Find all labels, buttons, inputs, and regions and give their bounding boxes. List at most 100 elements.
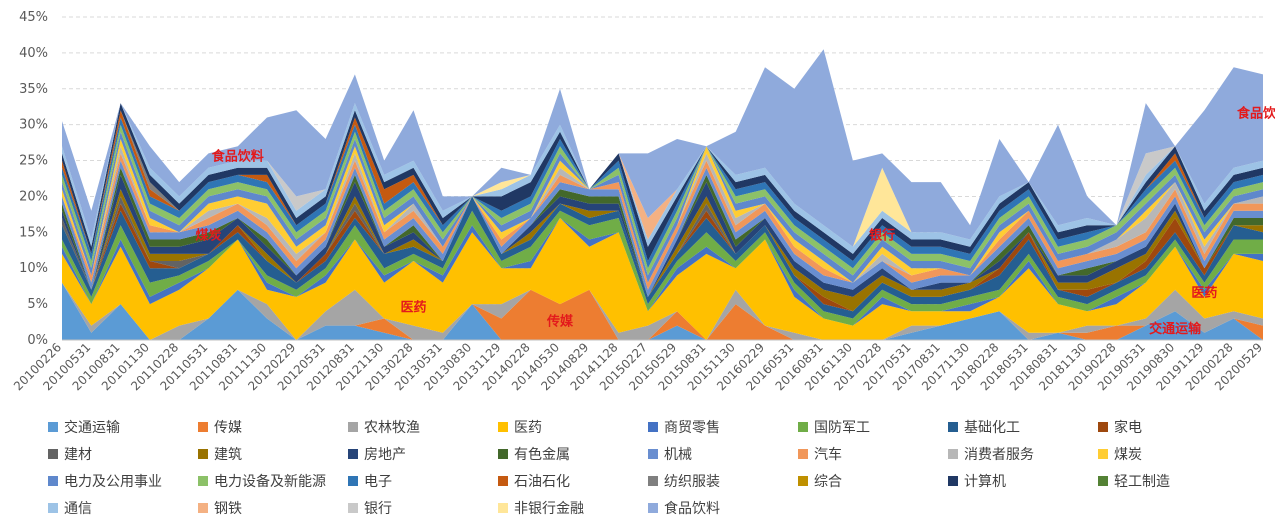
- legend-label: 食品饮料: [664, 500, 720, 517]
- annotation-label: 银行: [869, 228, 895, 244]
- legend-swatch: [498, 475, 508, 486]
- y-axis: 0% 5% 10% 15% 20% 25% 30% 35% 40% 45%: [19, 10, 48, 348]
- area-series-22: [62, 103, 1263, 261]
- legend-label: 建筑: [214, 446, 242, 463]
- legend-swatch: [498, 502, 508, 513]
- legend-swatch: [1098, 475, 1108, 486]
- legend-label: 基础化工: [964, 419, 1020, 436]
- area-series-layer: [62, 49, 1263, 340]
- area-series-11: [62, 167, 1263, 297]
- legend-label: 综合: [814, 473, 842, 490]
- legend-label: 轻工制造: [1114, 473, 1170, 490]
- legend-label: 消费者服务: [964, 446, 1034, 463]
- legend-item: 纺织服装: [648, 467, 798, 494]
- area-series-28: [62, 49, 1263, 247]
- legend-item: 电力及公用事业: [48, 467, 198, 494]
- legend-item: 机械: [648, 440, 798, 467]
- annotation-label: 医药: [1191, 285, 1217, 301]
- legend-label: 煤炭: [1114, 446, 1142, 463]
- area-series-18: [62, 117, 1263, 269]
- area-series-1: [62, 282, 1263, 340]
- legend-item: 轻工制造: [1098, 467, 1248, 494]
- area-series-4: [62, 218, 1263, 326]
- x-axis: 2010022620100531201008312010113020110228…: [11, 339, 1265, 393]
- area-series-10: [62, 174, 1263, 297]
- legend-swatch: [948, 421, 958, 432]
- area-series-3: [62, 218, 1263, 340]
- legend-label: 农林牧渔: [364, 419, 420, 436]
- area-series-7: [62, 196, 1263, 312]
- legend-label: 交通运输: [64, 419, 120, 436]
- legend-label: 石油石化: [514, 473, 570, 490]
- legend-item: 非银行金融: [498, 494, 648, 521]
- legend-swatch: [48, 421, 58, 432]
- annotation-label: 传媒: [546, 314, 574, 330]
- legend-label: 家电: [1114, 419, 1142, 436]
- legend-label: 有色金属: [514, 446, 570, 463]
- legend-item: 有色金属: [498, 440, 648, 467]
- legend-swatch: [648, 475, 658, 486]
- area-series-0: [62, 282, 1263, 340]
- legend-item: 建材: [48, 440, 198, 467]
- legend-swatch: [948, 475, 958, 486]
- area-series-2: [62, 282, 1263, 340]
- legend-swatch: [48, 448, 58, 459]
- legend-label: 钢铁: [214, 500, 242, 517]
- legend-label: 商贸零售: [664, 419, 720, 436]
- legend-swatch: [1098, 448, 1108, 459]
- y-tick-label: 45%: [19, 10, 48, 25]
- legend-item: 农林牧渔: [348, 413, 498, 440]
- legend-item: 汽车: [798, 440, 948, 467]
- legend-label: 传媒: [214, 419, 242, 436]
- area-series-13: [62, 153, 1263, 290]
- legend-item: 消费者服务: [948, 440, 1098, 467]
- area-series-16: [62, 131, 1263, 283]
- legend: 交通运输 传媒 农林牧渔 医药 商贸零售 国防军工 基础化工 家电建材 建筑 房地产 有色金属 机械 汽…: [48, 413, 1263, 521]
- legend-item: 计算机: [948, 467, 1098, 494]
- legend-swatch: [48, 475, 58, 486]
- legend-item: 食品饮料: [648, 494, 798, 521]
- legend-swatch: [798, 475, 808, 486]
- y-tick-label: 35%: [19, 82, 48, 97]
- y-tick-label: 20%: [19, 189, 48, 204]
- legend-item: 电力设备及新能源: [198, 467, 348, 494]
- legend-item: 交通运输: [48, 413, 198, 440]
- legend-swatch: [348, 475, 358, 486]
- legend-item: 家电: [1098, 413, 1248, 440]
- legend-swatch: [798, 448, 808, 459]
- legend-label: 通信: [64, 500, 92, 517]
- legend-item: 钢铁: [198, 494, 348, 521]
- y-tick-label: 30%: [19, 118, 48, 133]
- annotation-label: 煤炭: [195, 228, 221, 244]
- legend-label: 医药: [514, 419, 542, 436]
- legend-swatch: [1098, 421, 1108, 432]
- y-tick-label: 5%: [27, 297, 48, 312]
- legend-label: 汽车: [814, 446, 842, 463]
- legend-swatch: [198, 502, 208, 513]
- legend-item: 煤炭: [1098, 440, 1248, 467]
- legend-item: 电子: [348, 467, 498, 494]
- legend-label: 电力及公用事业: [64, 473, 162, 490]
- annotation-label: 医药: [401, 299, 427, 315]
- y-tick-label: 10%: [19, 261, 48, 276]
- legend-item: 医药: [498, 413, 648, 440]
- legend-swatch: [48, 502, 58, 513]
- legend-swatch: [348, 421, 358, 432]
- legend-item: 基础化工: [948, 413, 1098, 440]
- y-tick-label: 25%: [19, 154, 48, 169]
- legend-item: 房地产: [348, 440, 498, 467]
- y-tick-label: 40%: [19, 46, 48, 61]
- legend-item: 建筑: [198, 440, 348, 467]
- legend-swatch: [948, 448, 958, 459]
- legend-label: 房地产: [364, 446, 406, 463]
- legend-swatch: [198, 421, 208, 432]
- legend-item: 传媒: [198, 413, 348, 440]
- legend-label: 计算机: [964, 473, 1006, 490]
- annotation-label: 交通运输: [1149, 321, 1202, 337]
- legend-label: 国防军工: [814, 419, 870, 436]
- legend-item: 综合: [798, 467, 948, 494]
- legend-swatch: [348, 448, 358, 459]
- y-tick-label: 0%: [27, 333, 48, 348]
